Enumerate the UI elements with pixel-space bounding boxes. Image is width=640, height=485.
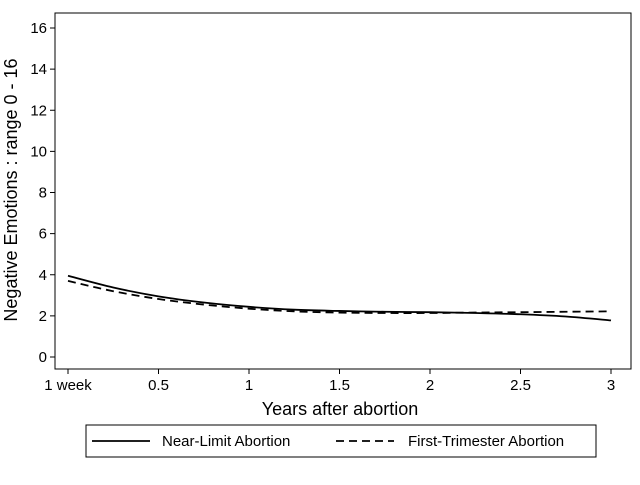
y-axis-title: Negative Emotions : range 0 - 16 <box>1 58 21 321</box>
legend-label: First-Trimester Abortion <box>408 433 564 450</box>
x-axis: 1 week 0.5 1 1.5 2 2.5 3 <box>44 369 615 394</box>
x-axis-title: Years after abortion <box>262 399 418 419</box>
legend-label: Near-Limit Abortion <box>162 433 290 450</box>
x-tick-label: 3 <box>607 377 615 394</box>
y-tick-label: 14 <box>30 61 47 78</box>
x-tick-label: 1 week <box>44 377 92 394</box>
x-tick-label: 1 <box>245 377 253 394</box>
y-tick-label: 10 <box>30 143 47 160</box>
x-tick-label: 0.5 <box>148 377 169 394</box>
legend: Near-Limit Abortion First-Trimester Abort… <box>85 424 597 458</box>
y-tick-label: 4 <box>39 267 47 284</box>
series-line-first-trimester <box>67 280 612 314</box>
x-tick-label: 1.5 <box>329 377 350 394</box>
y-tick-label: 0 <box>39 349 47 366</box>
y-tick-label: 16 <box>30 20 47 37</box>
y-axis: 0 2 4 6 8 10 12 14 16 <box>30 20 55 366</box>
x-tick-label: 2 <box>426 377 434 394</box>
series-layer <box>67 274 612 322</box>
plot-area <box>54 12 632 370</box>
y-tick-label: 6 <box>39 226 47 243</box>
y-tick-label: 8 <box>39 185 47 202</box>
y-tick-label: 2 <box>39 308 47 325</box>
y-tick-label: 12 <box>30 102 47 119</box>
x-tick-label: 2.5 <box>510 377 531 394</box>
series-line-near-limit <box>67 274 612 322</box>
